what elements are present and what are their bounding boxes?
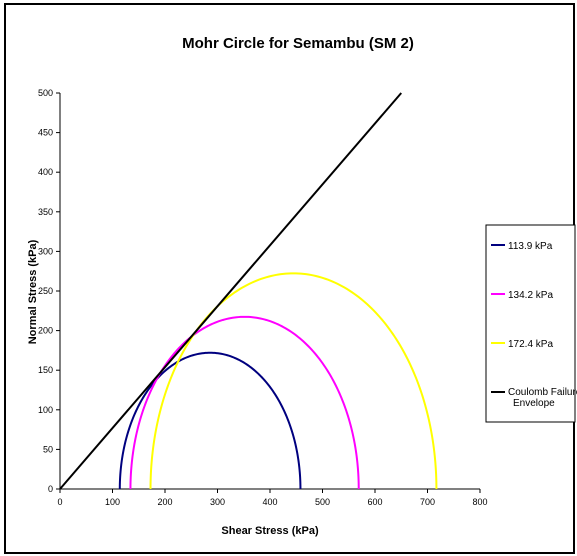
legend-box bbox=[485, 224, 576, 423]
x-tick-label: 800 bbox=[472, 497, 487, 507]
y-tick-label: 450 bbox=[38, 128, 53, 138]
series-envelope-line bbox=[59, 92, 403, 490]
y-tick-label: 50 bbox=[43, 444, 53, 454]
y-axis-ticks: 0 50 100 150 200 250 300 350 400 450 500 bbox=[38, 88, 60, 494]
plot-area bbox=[59, 92, 480, 490]
x-tick-label: 200 bbox=[157, 497, 172, 507]
legend-label: 134.2 kPa bbox=[508, 290, 553, 301]
legend-label: Coulomb Failure Envelope bbox=[508, 387, 577, 409]
x-tick-label: 100 bbox=[105, 497, 120, 507]
chart-frame bbox=[4, 3, 575, 554]
x-tick-label: 700 bbox=[420, 497, 435, 507]
y-tick-label: 200 bbox=[38, 326, 53, 336]
x-tick-label: 300 bbox=[210, 497, 225, 507]
x-tick-label: 600 bbox=[367, 497, 382, 507]
y-tick-label: 300 bbox=[38, 246, 53, 256]
x-axis-ticks: 0 100 200 300 400 500 600 700 800 bbox=[57, 489, 488, 507]
chart-title: Mohr Circle for Semambu (SM 2) bbox=[182, 35, 414, 52]
y-tick-label: 0 bbox=[48, 484, 53, 494]
legend-label: 113.9 kPa bbox=[508, 241, 553, 252]
legend: 113.9 kPa 134.2 kPa 172.4 kPa Coulomb Failu… bbox=[491, 241, 577, 409]
series-mohr-circle-1 bbox=[118, 351, 302, 490]
series-mohr-circle-3 bbox=[149, 272, 438, 490]
x-tick-label: 500 bbox=[315, 497, 330, 507]
y-tick-label: 250 bbox=[38, 286, 53, 296]
x-tick-label: 400 bbox=[262, 497, 277, 507]
y-tick-label: 500 bbox=[38, 88, 53, 98]
y-tick-label: 400 bbox=[38, 167, 53, 177]
y-tick-label: 350 bbox=[38, 207, 53, 217]
series-mohr-circle-2 bbox=[129, 315, 360, 490]
x-axis-title: Shear Stress (kPa) bbox=[221, 525, 319, 537]
legend-label: 172.4 kPa bbox=[508, 339, 553, 350]
y-axis-title: Normal Stress (kPa) bbox=[27, 239, 39, 344]
y-tick-label: 150 bbox=[38, 365, 53, 375]
y-tick-label: 100 bbox=[38, 405, 53, 415]
x-tick-label: 0 bbox=[57, 497, 62, 507]
